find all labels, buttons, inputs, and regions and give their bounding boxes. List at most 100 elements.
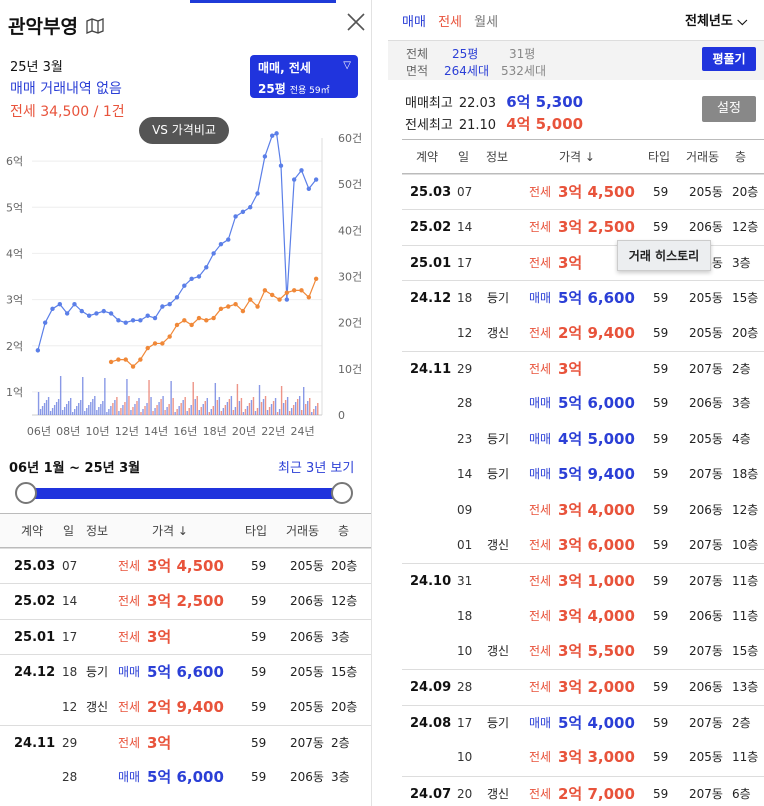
- table-row[interactable]: 24.09 28 전세 3억 2,000 59 206동 13층: [402, 669, 764, 704]
- jeonse-data-point: [130, 364, 136, 369]
- table-row[interactable]: 23 등기 매매 4억 5,000 59 205동 4층: [402, 422, 764, 457]
- trade-data-point: [182, 283, 187, 288]
- header-date[interactable]: 계약: [21, 524, 44, 538]
- row-kind: 전세: [118, 629, 141, 644]
- slider-handle-end[interactable]: [331, 482, 353, 504]
- volume-bar: [307, 401, 309, 415]
- header-date[interactable]: 계약: [416, 150, 439, 164]
- pyeong-a[interactable]: 25평: [452, 47, 479, 61]
- row-dong: 207동: [689, 786, 723, 801]
- volume-bar: [132, 407, 134, 415]
- date-range-slider[interactable]: [26, 488, 342, 499]
- units-a[interactable]: 264세대: [444, 64, 489, 78]
- close-icon[interactable]: [346, 12, 366, 32]
- row-floor: 10층: [732, 537, 759, 552]
- table-row[interactable]: 25.02 14 전세 3억 2,500 59 206동 12층: [0, 583, 371, 618]
- table-row[interactable]: 10 갱신 전세 3억 5,500 59 207동 15층: [402, 634, 764, 669]
- table-row[interactable]: 24.11 29 전세 3억 59 207동 2층: [402, 350, 764, 386]
- y-right-tick-label: 60건: [338, 132, 362, 145]
- table-row[interactable]: 25.03 07 전세 3억 4,500 59 205동 20층: [0, 548, 371, 583]
- row-date: 25.03: [14, 559, 56, 574]
- row-type: 59: [653, 220, 669, 235]
- settings-button[interactable]: 설정: [702, 96, 756, 122]
- slider-handle-start[interactable]: [15, 482, 37, 504]
- table-row[interactable]: 12 갱신 전세 2억 9,400 59 205동 20층: [0, 690, 371, 725]
- area-info-bar: 전체 면적 25평 264세대 31평 532세대 평풀기: [388, 40, 764, 80]
- units-b[interactable]: 532세대: [501, 64, 546, 78]
- jeonse-data-point: [116, 357, 121, 362]
- volume-bar: [294, 402, 297, 415]
- row-type: 59: [653, 644, 669, 659]
- row-day: 12: [457, 325, 473, 340]
- volume-bar: [240, 398, 243, 415]
- y-tick-label: 1억: [6, 386, 23, 399]
- jeonse-data-point: [299, 288, 304, 293]
- row-type: 59: [653, 574, 669, 589]
- table-row[interactable]: 24.08 17 등기 매매 5억 4,000 59 207동 2층: [402, 704, 764, 740]
- tab-trade[interactable]: 매매: [402, 15, 426, 30]
- table-row[interactable]: 10 전세 3억 3,000 59 205동 11층: [402, 740, 764, 775]
- tab-jeonse[interactable]: 전세: [438, 15, 462, 30]
- jeonse-data-point: [160, 341, 165, 346]
- row-price: 5억 6,600: [147, 663, 224, 682]
- table-row[interactable]: 25.03 07 전세 3억 4,500 59 205동 20층: [402, 174, 764, 209]
- jeonse-data-point: [152, 341, 158, 346]
- tab-monthly[interactable]: 월세: [474, 15, 499, 30]
- volume-bar: [284, 400, 287, 415]
- x-tick-label: 24년: [290, 425, 314, 438]
- volume-bar: [140, 412, 142, 415]
- header-price[interactable]: 가격 ↓: [559, 150, 595, 164]
- row-info: 갱신: [487, 786, 510, 801]
- volume-bar: [198, 410, 200, 415]
- year-select[interactable]: 전체년도 ⌵: [685, 10, 747, 29]
- volume-bar: [67, 401, 70, 415]
- table-row[interactable]: 25.02 14 전세 3억 2,500 59 206동 12층: [402, 209, 764, 244]
- table-row[interactable]: 09 전세 3억 4,000 59 206동 12층: [402, 493, 764, 528]
- volume-bar: [286, 397, 289, 415]
- row-day: 01: [457, 537, 473, 552]
- table-row[interactable]: 24.12 18 등기 매매 5억 6,600 59 205동 15층: [0, 654, 371, 689]
- row-price: 5억 4,000: [558, 713, 635, 732]
- row-type: 59: [653, 680, 669, 695]
- recent-3-years-link[interactable]: 최근 3년 보기: [278, 461, 355, 476]
- vs-compare-button[interactable]: VS 가격비교: [139, 117, 229, 144]
- table-row[interactable]: 18 전세 3억 4,000 59 206동 11층: [402, 599, 764, 634]
- trade-data-point: [101, 308, 106, 314]
- table-row[interactable]: 24.11 29 전세 3억 59 207동 2층: [0, 724, 371, 760]
- table-row[interactable]: 28 매매 5억 6,000 59 206동 3층: [402, 386, 764, 421]
- map-icon[interactable]: [86, 17, 104, 34]
- row-day: 14: [62, 594, 78, 609]
- row-kind: 전세: [529, 325, 552, 340]
- row-dong: 206동: [689, 608, 723, 623]
- row-kind: 매매: [118, 770, 141, 785]
- table-row[interactable]: 24.10 31 전세 3억 1,000 59 207동 11층: [402, 563, 764, 598]
- table-row[interactable]: 12 갱신 전세 2억 9,400 59 205동 20층: [402, 316, 764, 351]
- row-floor: 11층: [732, 750, 759, 765]
- trade-data-point: [211, 251, 216, 256]
- row-kind: 전세: [529, 255, 552, 270]
- row-dong: 205동: [689, 325, 723, 340]
- table-row[interactable]: 14 등기 매매 5억 9,400 59 207동 18층: [402, 457, 764, 492]
- chevron-down-icon: ⌵: [737, 14, 748, 29]
- table-row[interactable]: 01 갱신 전세 3억 6,000 59 207동 10층: [402, 528, 764, 563]
- row-day: 18: [457, 291, 473, 306]
- trade-data-point: [270, 133, 275, 138]
- row-price: 3억 4,000: [558, 500, 635, 519]
- jeonse-data-point: [248, 297, 253, 302]
- table-row[interactable]: 28 매매 5억 6,000 59 206동 3층: [0, 760, 371, 795]
- row-kind: 전세: [529, 537, 552, 552]
- row-price: 3억 2,500: [558, 218, 635, 237]
- volume-bar: [84, 411, 86, 415]
- table-row[interactable]: 25.01 17 전세 3억 59 206동 3층: [0, 618, 371, 654]
- volume-bar: [309, 398, 311, 415]
- table-row[interactable]: 24.07 20 갱신 전세 2억 7,000 59 207동 6층: [402, 775, 764, 806]
- pyeong-toggle-button[interactable]: 평풀기: [702, 47, 756, 71]
- header-price[interactable]: 가격 ↓: [152, 524, 188, 538]
- date-range-label: 06년 1월 ~ 25년 3월: [9, 461, 141, 476]
- type-selector[interactable]: 매매, 전세 ▽ 25평 전용 59㎡: [250, 55, 358, 98]
- row-type: 59: [653, 750, 669, 765]
- pyeong-b[interactable]: 31평: [509, 47, 536, 61]
- x-tick-label: 14년: [144, 425, 168, 438]
- table-row[interactable]: 24.12 18 등기 매매 5억 6,600 59 205동 15층: [402, 280, 764, 315]
- row-type: 59: [653, 361, 669, 376]
